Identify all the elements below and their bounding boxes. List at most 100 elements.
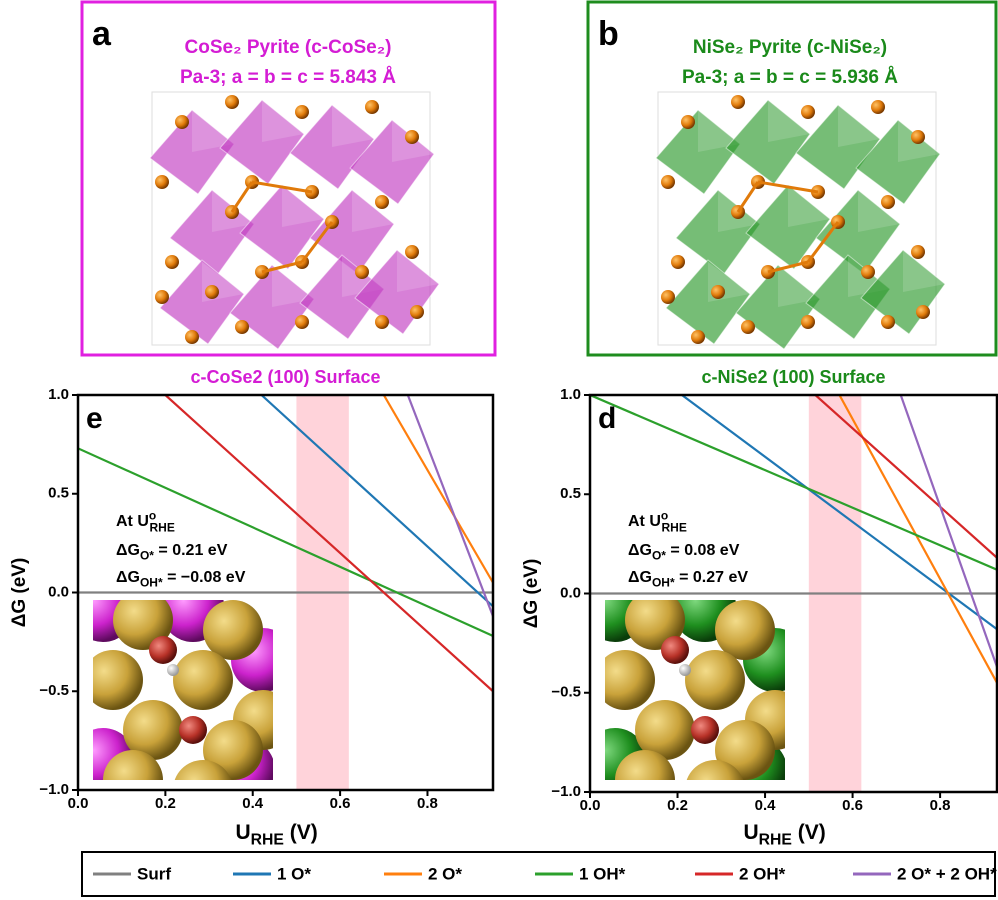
subscript: OH* bbox=[652, 576, 675, 590]
selenium-atom bbox=[715, 600, 775, 660]
x-tick-label: 0.2 bbox=[155, 795, 176, 812]
text-part: ΔG bbox=[116, 569, 140, 586]
selenium-atom bbox=[881, 315, 895, 329]
panel-letter: d bbox=[598, 402, 616, 435]
selenium-atom bbox=[685, 760, 745, 820]
panel-title: CoSe₂ Pyrite (c-CoSe₂) bbox=[185, 37, 392, 58]
text-part: ΔG bbox=[116, 542, 140, 559]
text-part: = 0.27 eV bbox=[675, 569, 749, 586]
selenium-atom bbox=[731, 95, 745, 109]
selenium-atom bbox=[801, 315, 815, 329]
series-line bbox=[261, 395, 493, 606]
text-part: At U bbox=[116, 513, 149, 530]
selenium-atom bbox=[155, 290, 169, 304]
x-tick-label: 0.2 bbox=[667, 797, 688, 814]
selenium-atom bbox=[916, 305, 930, 319]
selenium-atom bbox=[911, 130, 925, 144]
y-tick-label: 1.0 bbox=[48, 386, 69, 403]
y-tick-label: −1.0 bbox=[551, 783, 581, 800]
annotation: At UoRHE bbox=[116, 509, 175, 535]
selenium-atom bbox=[295, 315, 309, 329]
y-axis-label: ΔG (eV) bbox=[521, 559, 542, 629]
text-part: U bbox=[236, 821, 251, 844]
selenium-atom bbox=[175, 115, 189, 129]
subscript: O* bbox=[652, 549, 666, 563]
text-part: ΔG bbox=[628, 542, 652, 559]
x-tick-label: 0.6 bbox=[330, 795, 351, 812]
selenium-atom bbox=[871, 100, 885, 114]
panel-subtitle: Pa-3; a = b = c = 5.936 Å bbox=[682, 67, 898, 88]
hydrogen-atom bbox=[679, 664, 691, 676]
selenium-atom bbox=[295, 105, 309, 119]
chart-title: c-CoSe2 (100) Surface bbox=[190, 367, 380, 387]
panel-title: NiSe₂ Pyrite (c-NiSe₂) bbox=[693, 37, 887, 58]
selenium-atom bbox=[83, 650, 143, 710]
x-axis-label: URHE (V) bbox=[744, 821, 826, 849]
annotation: ΔGOH* = −0.08 eV bbox=[116, 569, 246, 590]
selenium-atom bbox=[671, 255, 685, 269]
selenium-atom bbox=[691, 330, 705, 344]
selenium-atom bbox=[615, 750, 675, 810]
selenium-atom bbox=[681, 115, 695, 129]
y-axis-label: ΔG (eV) bbox=[9, 558, 30, 628]
series-line bbox=[408, 395, 493, 616]
series-line bbox=[384, 395, 493, 583]
selenium-atom bbox=[205, 285, 219, 299]
selenium-atom bbox=[375, 315, 389, 329]
y-tick-label: −0.5 bbox=[551, 684, 581, 701]
y-tick-label: 0.5 bbox=[560, 485, 581, 502]
subscript: RHE bbox=[150, 521, 175, 535]
selenium-atom bbox=[155, 175, 169, 189]
panel-subtitle: Pa-3; a = b = c = 5.843 Å bbox=[180, 67, 396, 88]
annotation: ΔGOH* = 0.27 eV bbox=[628, 569, 748, 590]
text-part: (V) bbox=[284, 821, 318, 844]
subscript: RHE bbox=[251, 832, 284, 849]
selenium-atom bbox=[741, 320, 755, 334]
selenium-atom bbox=[405, 130, 419, 144]
y-tick-label: 0.0 bbox=[560, 584, 581, 601]
selenium-atom bbox=[711, 285, 725, 299]
text-part: (V) bbox=[792, 821, 826, 844]
text-part: = 0.08 eV bbox=[666, 542, 740, 559]
subscript: RHE bbox=[662, 521, 687, 535]
legend-label: Surf bbox=[137, 864, 171, 883]
selenium-atom bbox=[405, 245, 419, 259]
oxygen-atom bbox=[691, 716, 719, 744]
x-tick-label: 0.6 bbox=[842, 797, 863, 814]
subscript: O* bbox=[140, 549, 154, 563]
y-tick-label: −0.5 bbox=[39, 682, 69, 699]
text-part: At U bbox=[628, 513, 661, 530]
selenium-atom bbox=[165, 255, 179, 269]
selenium-atom bbox=[881, 195, 895, 209]
selenium-atom bbox=[375, 195, 389, 209]
legend-label: 2 OH* bbox=[739, 864, 786, 883]
series-line: 2 O* + 2 OH* bbox=[901, 395, 997, 667]
x-tick-label: 0.8 bbox=[417, 795, 438, 812]
text-part: = −0.08 eV bbox=[163, 569, 246, 586]
panel-letter: b bbox=[598, 15, 619, 53]
selenium-atom bbox=[661, 290, 675, 304]
selenium-atom bbox=[235, 320, 249, 334]
adsorbate-inset bbox=[583, 578, 807, 820]
legend-label: 2 O* + 2 OH* bbox=[897, 864, 997, 883]
text-part: = 0.21 eV bbox=[154, 542, 228, 559]
text-part: ΔG bbox=[628, 569, 652, 586]
chart-title: c-NiSe2 (100) Surface bbox=[701, 367, 885, 387]
oxygen-atom bbox=[149, 636, 177, 664]
x-axis-label: URHE (V) bbox=[236, 821, 318, 849]
x-tick-label: 0.0 bbox=[580, 797, 601, 814]
selenium-atom bbox=[355, 265, 369, 279]
panel-letter: e bbox=[86, 402, 103, 435]
legend-label: 1 O* bbox=[277, 864, 311, 883]
selenium-atom bbox=[225, 95, 239, 109]
selenium-atom bbox=[410, 305, 424, 319]
selenium-atom bbox=[911, 245, 925, 259]
figure: aCoSe₂ Pyrite (c-CoSe₂)Pa-3; a = b = c =… bbox=[0, 0, 998, 900]
selenium-atom bbox=[595, 650, 655, 710]
text-part: U bbox=[744, 821, 759, 844]
selenium-atom bbox=[661, 175, 675, 189]
oxygen-atom bbox=[179, 716, 207, 744]
selenium-atom bbox=[173, 650, 233, 710]
selenium-atom bbox=[365, 100, 379, 114]
